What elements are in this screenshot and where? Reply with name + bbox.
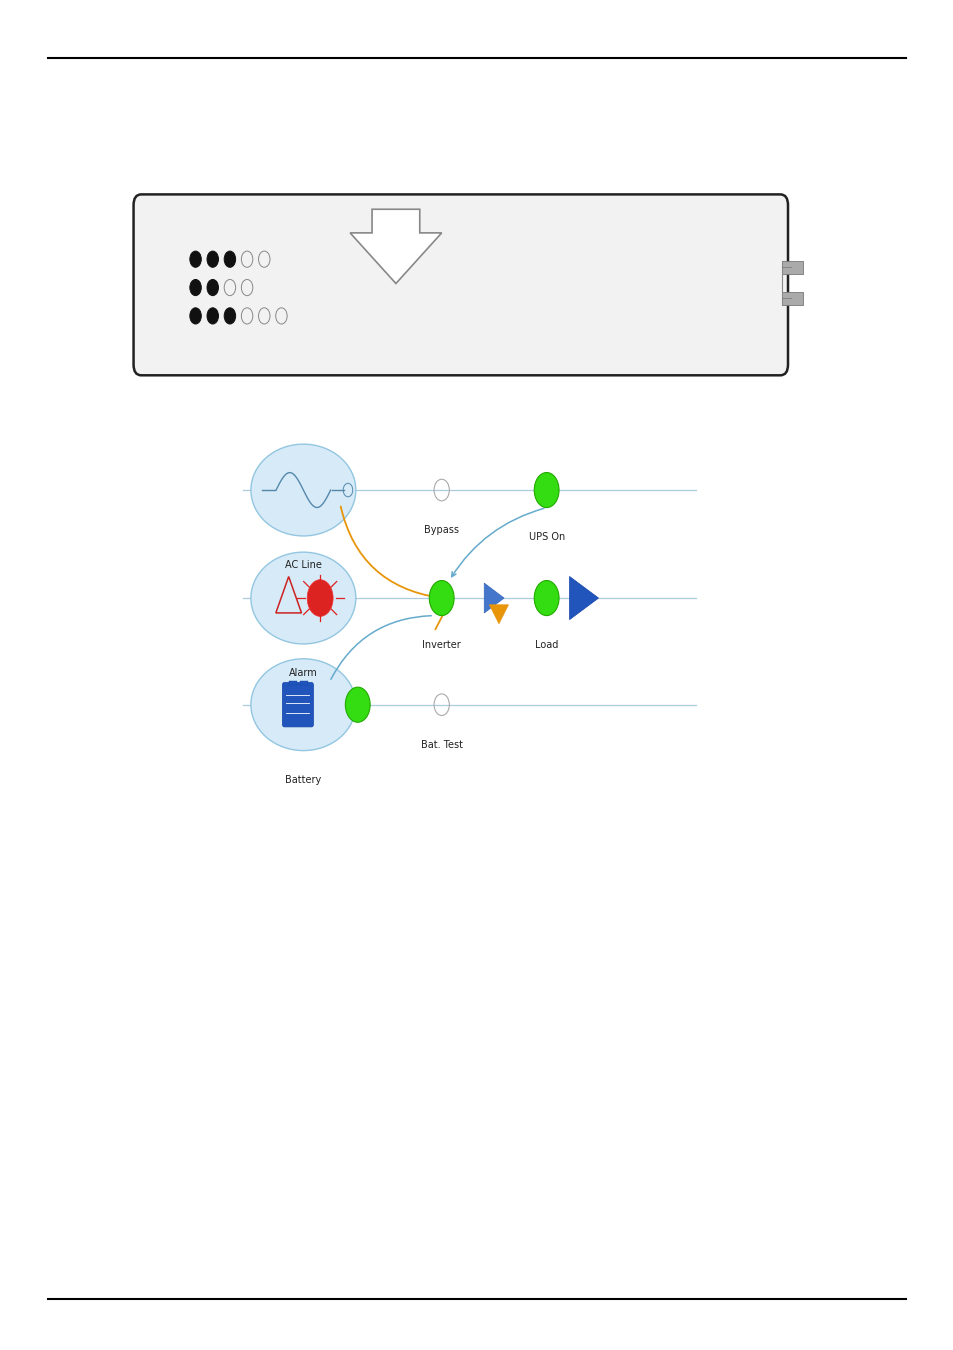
- Circle shape: [345, 687, 370, 722]
- Text: Inverter: Inverter: [422, 640, 460, 649]
- Circle shape: [190, 308, 201, 324]
- Circle shape: [534, 472, 558, 508]
- Ellipse shape: [251, 659, 355, 751]
- Circle shape: [207, 251, 218, 267]
- Circle shape: [207, 279, 218, 296]
- Polygon shape: [350, 209, 441, 284]
- Text: Bypass: Bypass: [424, 525, 458, 535]
- Bar: [781, 261, 802, 274]
- Ellipse shape: [251, 552, 355, 644]
- Text: UPS On: UPS On: [528, 532, 564, 541]
- Circle shape: [307, 579, 333, 617]
- Text: Battery: Battery: [285, 775, 321, 784]
- Polygon shape: [569, 576, 598, 620]
- Polygon shape: [484, 583, 503, 613]
- Text: Load: Load: [535, 640, 558, 649]
- Bar: [781, 292, 802, 305]
- Circle shape: [207, 308, 218, 324]
- FancyBboxPatch shape: [133, 194, 787, 375]
- Text: Alarm: Alarm: [289, 668, 317, 678]
- Text: Bat. Test: Bat. Test: [420, 740, 462, 749]
- Bar: [300, 682, 308, 686]
- Text: AC Line: AC Line: [285, 560, 321, 570]
- Ellipse shape: [251, 444, 355, 536]
- Polygon shape: [489, 605, 508, 624]
- Circle shape: [190, 279, 201, 296]
- Bar: [289, 682, 296, 686]
- FancyBboxPatch shape: [282, 683, 314, 726]
- Circle shape: [190, 251, 201, 267]
- Circle shape: [534, 580, 558, 616]
- Circle shape: [224, 251, 235, 267]
- Circle shape: [224, 308, 235, 324]
- Circle shape: [429, 580, 454, 616]
